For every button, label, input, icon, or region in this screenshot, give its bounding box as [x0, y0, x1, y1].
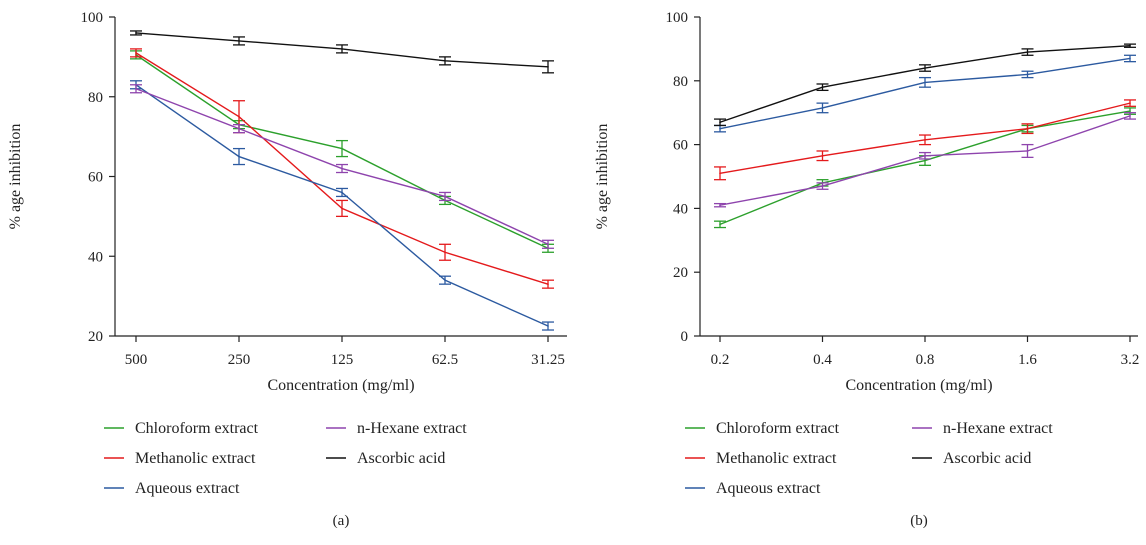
- data-point-n-hexane-extract: [135, 87, 137, 90]
- y-tick-label: 60: [673, 138, 688, 154]
- data-point-n-hexane-extract: [238, 127, 240, 130]
- data-point-chloroform-extract: [719, 223, 721, 226]
- data-point-ascorbic-acid: [719, 121, 721, 124]
- x-tick-label: 125: [331, 352, 354, 368]
- data-point-methanolic-extract: [1129, 102, 1131, 104]
- data-point-aqueous-extract: [924, 81, 926, 84]
- x-tick-label: 62.5: [432, 352, 458, 368]
- data-point-chloroform-extract: [1129, 110, 1131, 112]
- x-axis-label: Concentration (mg/ml): [267, 377, 414, 394]
- data-point-ascorbic-acid: [547, 66, 549, 68]
- data-point-aqueous-extract: [341, 191, 343, 194]
- y-tick-label: 80: [673, 74, 688, 90]
- data-point-ascorbic-acid: [238, 40, 240, 42]
- data-point-n-hexane-extract: [1129, 115, 1131, 117]
- data-point-n-hexane-extract: [341, 167, 343, 170]
- y-axis-label: % age inhibition: [594, 124, 611, 230]
- data-point-methanolic-extract: [238, 115, 240, 118]
- panel-b: 0 20 40 60 80 100 0.2 0.4 0.8 1.6 3.2 Concentration…: [594, 10, 1139, 529]
- legend-label-ascorbic-acid: Ascorbic acid: [357, 450, 445, 467]
- data-point-methanolic-extract: [719, 172, 721, 175]
- data-point-n-hexane-extract: [821, 185, 824, 187]
- panel-label: (a): [333, 513, 350, 529]
- data-point-ascorbic-acid: [1129, 44, 1131, 47]
- y-tick-label: 80: [88, 90, 103, 106]
- data-point-aqueous-extract: [821, 107, 824, 109]
- data-point-chloroform-extract: [341, 147, 343, 150]
- y-tick-label: 20: [88, 329, 103, 345]
- data-point-methanolic-extract: [821, 154, 824, 157]
- x-tick-label: 3.2: [1121, 352, 1140, 368]
- y-tick-label: 60: [88, 170, 103, 186]
- data-point-ascorbic-acid: [821, 86, 824, 88]
- data-point-n-hexane-extract: [444, 195, 446, 198]
- data-point-aqueous-extract: [1026, 73, 1029, 76]
- data-point-methanolic-extract: [547, 283, 549, 285]
- y-tick-label: 0: [681, 329, 689, 345]
- panel-label: (b): [910, 513, 928, 529]
- x-axis-label: Concentration (mg/ml): [845, 377, 992, 394]
- data-point-chloroform-extract: [924, 159, 926, 162]
- data-point-ascorbic-acid: [341, 48, 343, 50]
- data-point-ascorbic-acid: [444, 60, 446, 62]
- x-tick-label: 250: [228, 352, 251, 368]
- y-tick-label: 40: [88, 249, 103, 265]
- data-point-n-hexane-extract: [547, 243, 549, 246]
- y-tick-label: 40: [673, 201, 688, 217]
- legend-label-n-hexane-extract: n-Hexane extract: [357, 420, 467, 437]
- y-tick-label: 20: [673, 265, 688, 281]
- data-point-ascorbic-acid: [924, 67, 926, 69]
- legend-label-aqueous-extract: Aqueous extract: [716, 480, 821, 497]
- y-tick-label: 100: [666, 10, 689, 26]
- series-line-chloroform-extract: [719, 110, 1131, 225]
- x-tick-label: 0.8: [916, 352, 935, 368]
- x-tick-label: 0.2: [711, 352, 730, 368]
- panel-a: 20 40 60 80 100 500 250 125 62.5 31.25 Concentrati…: [7, 10, 567, 529]
- y-axis-label: % age inhibition: [7, 124, 24, 230]
- data-point-methanolic-extract: [924, 139, 926, 141]
- data-point-methanolic-extract: [135, 52, 137, 54]
- data-point-methanolic-extract: [444, 251, 446, 254]
- x-tick-label: 500: [125, 352, 148, 368]
- legend-label-methanolic-extract: Methanolic extract: [135, 450, 256, 467]
- data-point-n-hexane-extract: [719, 204, 721, 207]
- y-tick-label: 100: [81, 10, 104, 26]
- data-point-n-hexane-extract: [1026, 150, 1029, 152]
- legend-label-n-hexane-extract: n-Hexane extract: [943, 420, 1053, 437]
- data-point-n-hexane-extract: [924, 154, 926, 157]
- data-point-aqueous-extract: [1129, 57, 1131, 60]
- data-point-aqueous-extract: [444, 279, 446, 281]
- legend-label-chloroform-extract: Chloroform extract: [716, 420, 840, 437]
- data-point-ascorbic-acid: [135, 32, 137, 34]
- x-tick-label: 0.4: [813, 352, 832, 368]
- x-tick-label: 31.25: [531, 352, 565, 368]
- data-point-aqueous-extract: [547, 325, 549, 327]
- data-point-methanolic-extract: [1026, 127, 1029, 130]
- legend-label-ascorbic-acid: Ascorbic acid: [943, 450, 1031, 467]
- legend-label-methanolic-extract: Methanolic extract: [716, 450, 837, 467]
- data-point-methanolic-extract: [341, 207, 343, 210]
- legend-label-chloroform-extract: Chloroform extract: [135, 420, 259, 437]
- data-point-ascorbic-acid: [1026, 51, 1029, 53]
- x-tick-label: 1.6: [1018, 352, 1037, 368]
- data-point-aqueous-extract: [719, 127, 721, 130]
- data-point-aqueous-extract: [238, 155, 240, 158]
- legend-label-aqueous-extract: Aqueous extract: [135, 480, 240, 497]
